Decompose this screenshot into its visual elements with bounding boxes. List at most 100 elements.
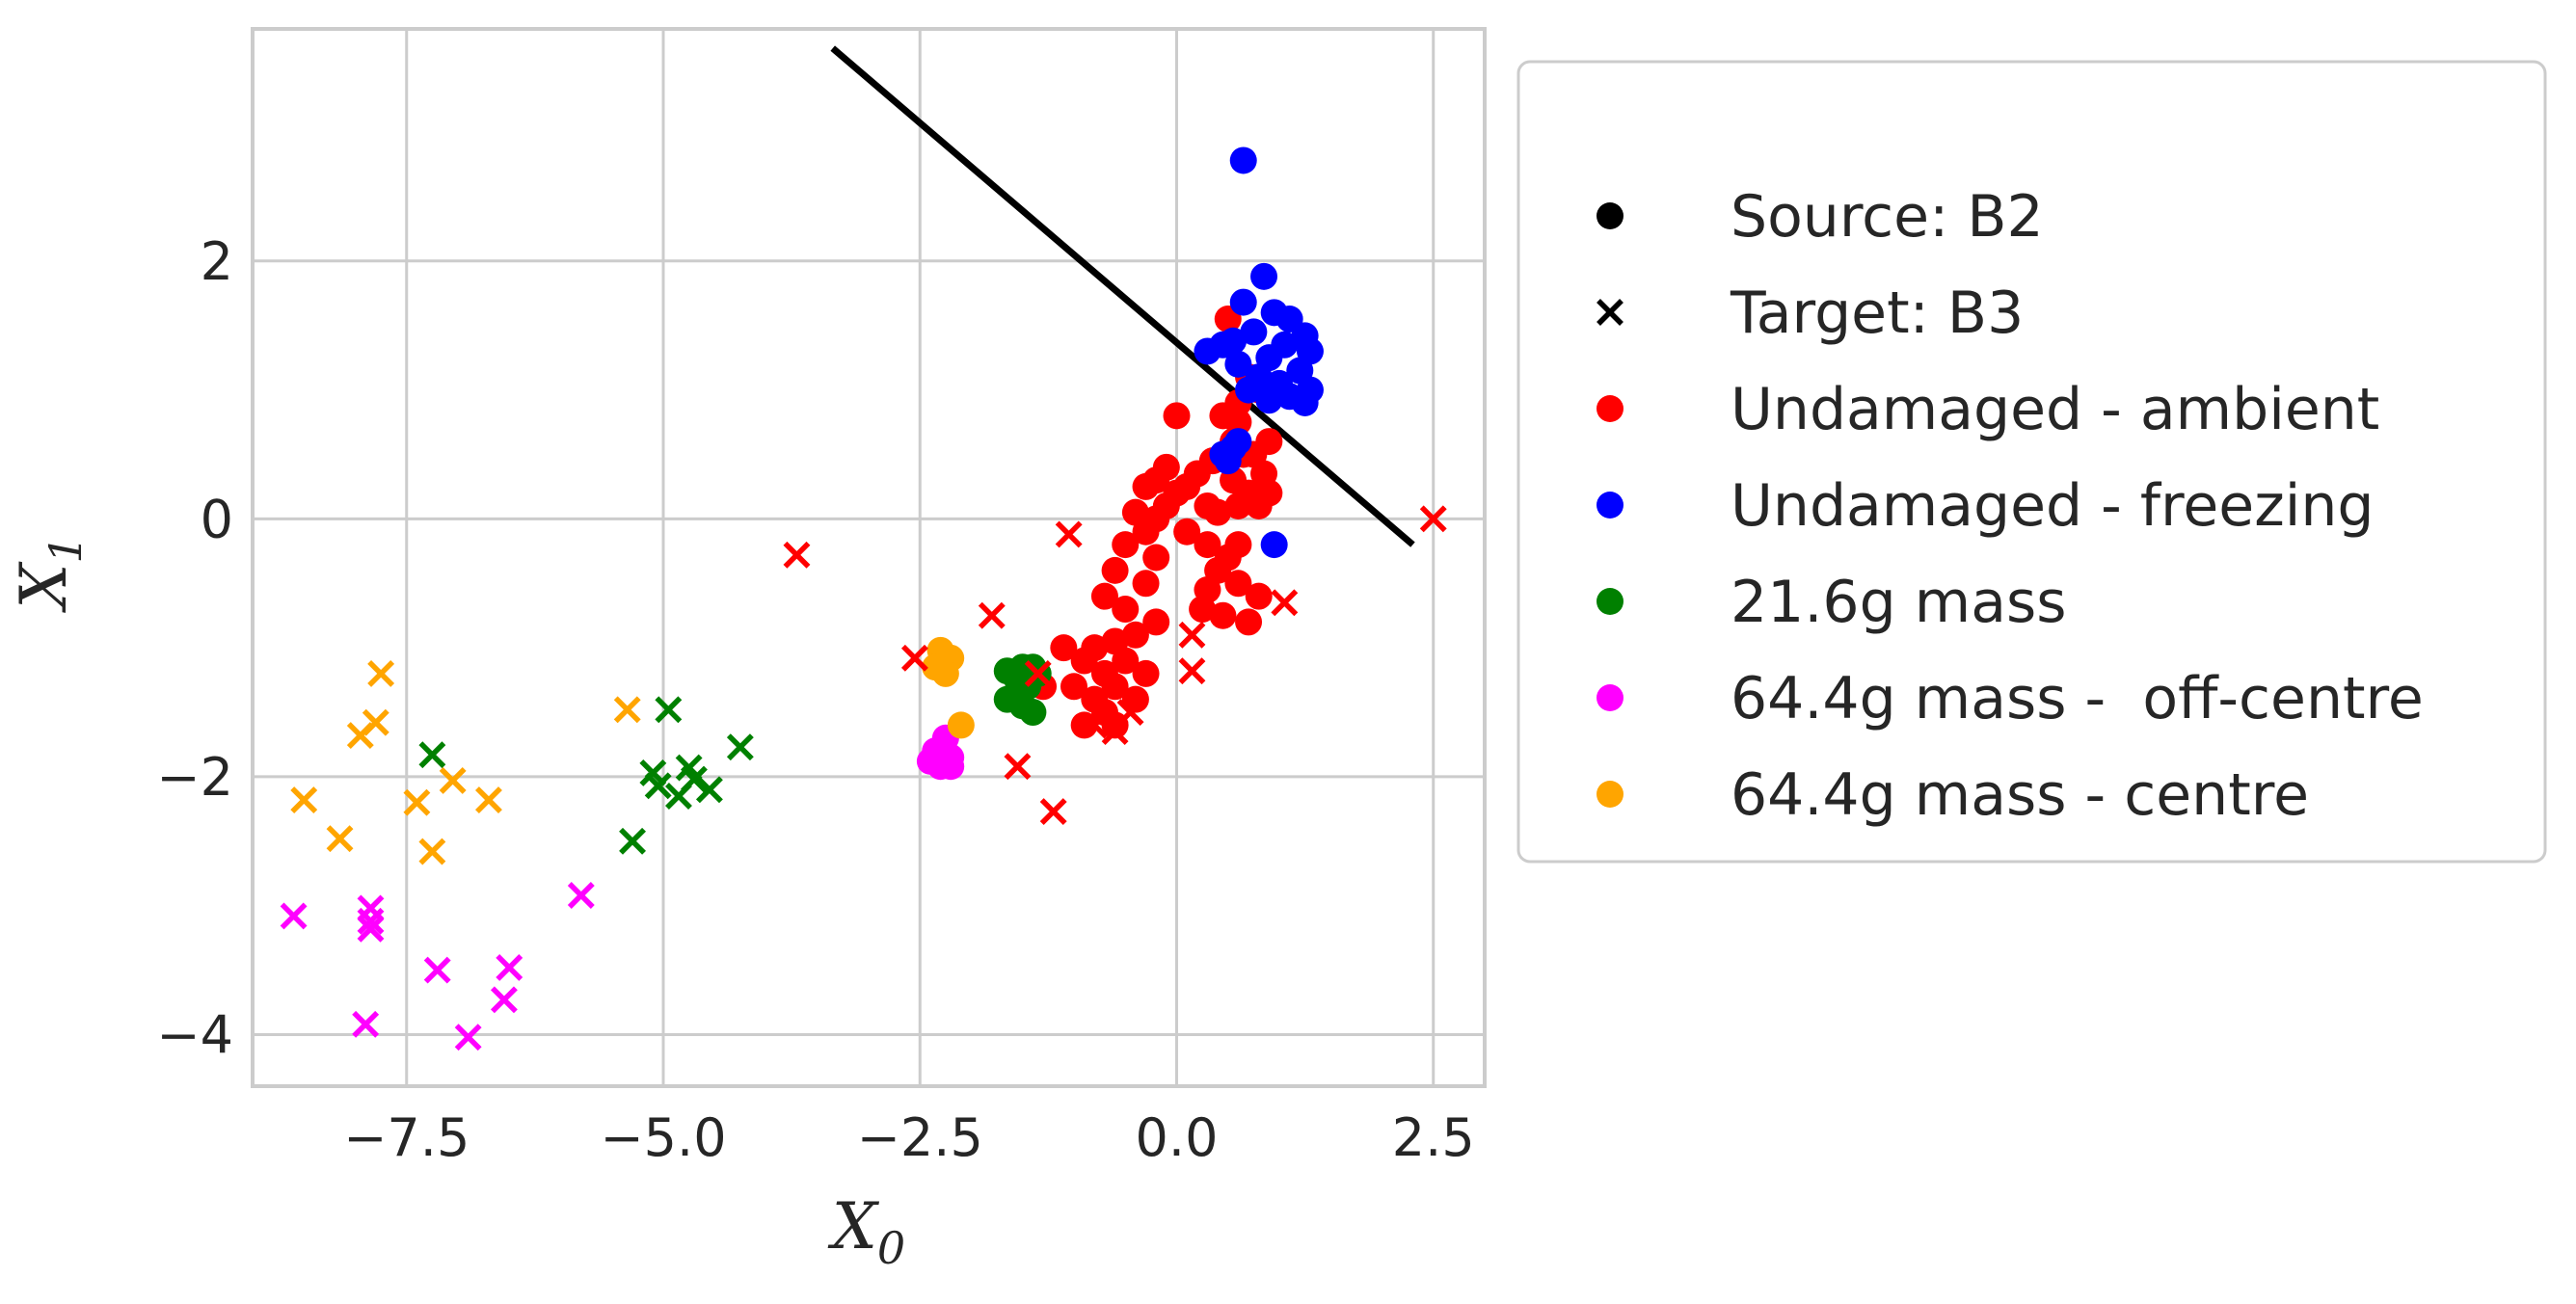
y-tick-label: −4 [156, 1004, 233, 1065]
source-point [1142, 544, 1170, 572]
target-point [439, 766, 467, 794]
x-tick-label: −5.0 [600, 1107, 726, 1168]
source-point [1224, 531, 1252, 559]
legend-marker-dot-icon [1597, 202, 1623, 229]
x-tick-label: −2.5 [857, 1107, 983, 1168]
source-point [1229, 288, 1257, 316]
source-point [1240, 318, 1268, 346]
target-point [418, 741, 446, 769]
target-point [357, 915, 385, 943]
target-point [1024, 659, 1052, 687]
series-64-4g-mass-centre-source [922, 636, 975, 739]
x-tick-label: −7.5 [343, 1107, 470, 1168]
source-point [1245, 582, 1273, 610]
source-point [1121, 685, 1149, 713]
source-point [931, 659, 959, 687]
source-point [1070, 647, 1098, 675]
x-tick-label: 0.0 [1136, 1107, 1219, 1168]
target-point [695, 776, 723, 804]
source-point [1132, 659, 1160, 687]
source-point [1260, 531, 1288, 559]
source-point [1250, 262, 1278, 290]
target-point [418, 838, 446, 865]
target-point [1055, 520, 1083, 548]
target-point [1101, 718, 1129, 746]
y-axis-label: X1 [7, 535, 92, 613]
source-point [1163, 402, 1191, 430]
legend-items: Source: B2 Target: B3 Undamaged - ambient U… [1597, 183, 2424, 829]
target-point [1178, 621, 1206, 649]
y-axis-label-main: X [7, 561, 81, 614]
legend-item: 64.4g mass - off-centre [1597, 665, 2424, 732]
source-point [1224, 492, 1252, 519]
legend-label: Undamaged - freezing [1731, 472, 2374, 540]
source-point [1121, 621, 1149, 649]
legend-item: Undamaged - freezing [1597, 472, 2374, 540]
source-point [947, 711, 975, 739]
series-64-4g-mass-centre-target [290, 659, 641, 865]
legend-box [1516, 60, 2547, 864]
source-point [937, 753, 965, 781]
source-point [1101, 556, 1129, 584]
source-point [1224, 570, 1252, 598]
y-axis-label-subscript: 1 [40, 535, 92, 563]
legend-marker-dot-icon [1597, 395, 1623, 422]
target-point [1081, 711, 1109, 739]
source-point [1142, 608, 1170, 636]
source-point [1050, 634, 1078, 662]
target-point [475, 786, 502, 813]
source-point [1194, 492, 1221, 519]
target-point [1004, 753, 1032, 781]
target-point [423, 956, 451, 984]
target-point [1039, 798, 1067, 825]
legend-label: 21.6g mass [1731, 569, 2067, 636]
target-point [783, 541, 811, 569]
legend-label: Source: B2 [1731, 183, 2044, 251]
source-point [1132, 472, 1160, 500]
target-point [619, 827, 646, 855]
target-point [490, 986, 518, 1014]
target-point [1419, 505, 1447, 533]
source-point [1112, 596, 1140, 624]
target-point [655, 696, 683, 724]
x-tick-label: 2.5 [1392, 1107, 1475, 1168]
target-point [280, 902, 308, 930]
target-point [567, 882, 595, 909]
series-21-6g-mass-target [418, 696, 754, 855]
legend-label: Target: B3 [1730, 279, 2024, 347]
source-point [1209, 601, 1237, 629]
x-axis-label-subscript: 0 [877, 1222, 905, 1274]
source-point [1194, 531, 1221, 559]
legend-marker-x-icon [1597, 299, 1623, 326]
target-point [496, 953, 523, 981]
legend-item: 21.6g mass [1597, 569, 2067, 636]
legend-marker-dot-icon [1597, 781, 1623, 808]
series-64-4g-mass-off-centre-target [280, 882, 595, 1051]
series-undamaged-freezing-source [1194, 146, 1324, 559]
source-point [1019, 699, 1047, 727]
target-point [900, 644, 928, 672]
target-point [326, 825, 354, 853]
target-point [367, 659, 395, 687]
source-point [1291, 388, 1319, 416]
source-point [1173, 518, 1201, 546]
legend-item: Source: B2 [1597, 183, 2044, 251]
source-point [1235, 608, 1263, 636]
target-point [978, 601, 1006, 629]
grid-lines [253, 29, 1485, 1086]
legend-item: Undamaged - ambient [1597, 376, 2379, 443]
source-point [1132, 570, 1160, 598]
source-point [1229, 146, 1257, 174]
source-point [1090, 582, 1118, 610]
target-point [1271, 589, 1299, 617]
target-point [357, 907, 385, 935]
legend: Source: B2 Target: B3 Undamaged - ambient U… [1516, 60, 2547, 864]
source-point [1235, 376, 1263, 404]
y-tick-label: 2 [201, 231, 233, 292]
series-undamaged-ambient-target [783, 505, 1447, 825]
source-point [1060, 673, 1087, 701]
x-axis-label: X0 [827, 1189, 905, 1274]
source-point [1189, 596, 1217, 624]
source-point [1112, 647, 1140, 675]
